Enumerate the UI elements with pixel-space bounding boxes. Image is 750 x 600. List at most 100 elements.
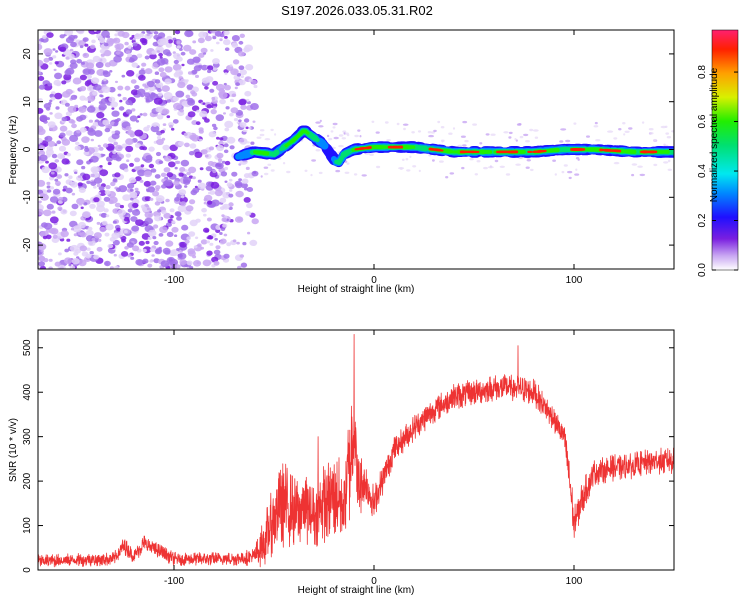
noise-blob [122, 194, 131, 202]
noise-blob [58, 252, 62, 256]
noise-blob [156, 50, 160, 53]
noise-blob [81, 136, 90, 144]
faint-blob [623, 133, 626, 136]
noise-blob [208, 235, 214, 240]
noise-blob [134, 33, 142, 40]
noise-blob [64, 30, 74, 36]
faint-blob [552, 159, 556, 162]
noise-blob [246, 187, 254, 192]
noise-blob [212, 169, 217, 174]
noise-blob [93, 185, 97, 189]
noise-blob [176, 40, 181, 44]
snr-xtick-label: -100 [164, 576, 184, 587]
noise-blob [71, 203, 79, 210]
noise-blob [207, 69, 212, 74]
noise-blob [126, 242, 134, 248]
noise-blob [147, 229, 157, 237]
noise-blob [70, 119, 76, 124]
faint-blob [490, 133, 496, 136]
noise-blob [49, 216, 59, 224]
noise-blob [180, 51, 186, 56]
noise-blob [132, 245, 140, 252]
noise-blob [112, 220, 117, 224]
noise-blob [155, 151, 162, 157]
faint-blob [264, 172, 269, 176]
noise-blob [158, 160, 164, 164]
noise-blob [145, 99, 150, 103]
faint-blob [613, 137, 618, 140]
colorbar-tick-label: 0.2 [697, 213, 708, 227]
noise-blob [59, 46, 67, 52]
snr-xtick-label: 0 [371, 576, 377, 587]
noise-blob [121, 238, 126, 243]
noise-blob [86, 180, 91, 185]
noise-blob [132, 202, 139, 208]
faint-blob [671, 130, 674, 133]
noise-blob [238, 79, 246, 86]
noise-blob [46, 32, 54, 38]
noise-blob [96, 200, 105, 208]
noise-blob [142, 83, 147, 87]
noise-blob [198, 127, 204, 132]
noise-blob [215, 162, 224, 170]
noise-blob [194, 151, 203, 158]
snr-panel: -100 0 100 0 100 200 300 400 500 Height of strai… [8, 329, 675, 596]
noise-blob [43, 258, 49, 263]
noise-blob [183, 44, 192, 52]
noise-blob [166, 231, 174, 238]
faint-blob [406, 169, 411, 172]
noise-blob [242, 241, 247, 246]
noise-blob [128, 177, 137, 184]
noise-blob [137, 115, 141, 118]
noise-blob [90, 96, 94, 100]
noise-blob [47, 140, 56, 147]
noise-blob [197, 37, 205, 44]
noise-blob [167, 39, 173, 44]
noise-blob [52, 234, 58, 239]
noise-blob [223, 30, 230, 36]
noise-blob [173, 52, 181, 60]
noise-blob [226, 136, 236, 144]
noise-blob [151, 50, 157, 55]
noise-blob [109, 266, 114, 269]
noise-blob [109, 70, 113, 73]
noise-blob [137, 169, 146, 177]
noise-blob [93, 254, 100, 260]
faint-blob [494, 159, 499, 163]
noise-blob [226, 182, 233, 187]
noise-blob [189, 143, 197, 149]
noise-blob [171, 220, 176, 224]
noise-blob [148, 146, 155, 152]
noise-blob [60, 230, 69, 238]
noise-blob [219, 197, 227, 203]
noise-blob [218, 91, 228, 99]
noise-blob [143, 180, 152, 187]
noise-blob [124, 41, 129, 46]
noise-blob [157, 209, 162, 213]
noise-blob [105, 185, 111, 190]
noise-blob [76, 129, 81, 134]
noise-blob [105, 223, 114, 231]
noise-blob [87, 226, 93, 231]
faint-blob [338, 144, 344, 148]
noise-blob [188, 166, 197, 174]
noise-blob [186, 236, 191, 240]
noise-blob [91, 39, 96, 44]
faint-blob [371, 120, 375, 124]
faint-blob [503, 131, 509, 134]
noise-blob [38, 107, 44, 114]
noise-blob [42, 143, 47, 147]
noise-blob [112, 37, 121, 44]
noise-blob [190, 90, 196, 95]
faint-blob [639, 173, 646, 177]
noise-blob [226, 242, 232, 247]
noise-blob [38, 137, 43, 144]
faint-blob [270, 128, 274, 132]
spectrogram-ytick-label: -20 [22, 237, 33, 252]
noise-blob [115, 80, 118, 84]
noise-blob [209, 88, 215, 93]
noise-blob [175, 160, 181, 165]
noise-blob [168, 161, 176, 168]
